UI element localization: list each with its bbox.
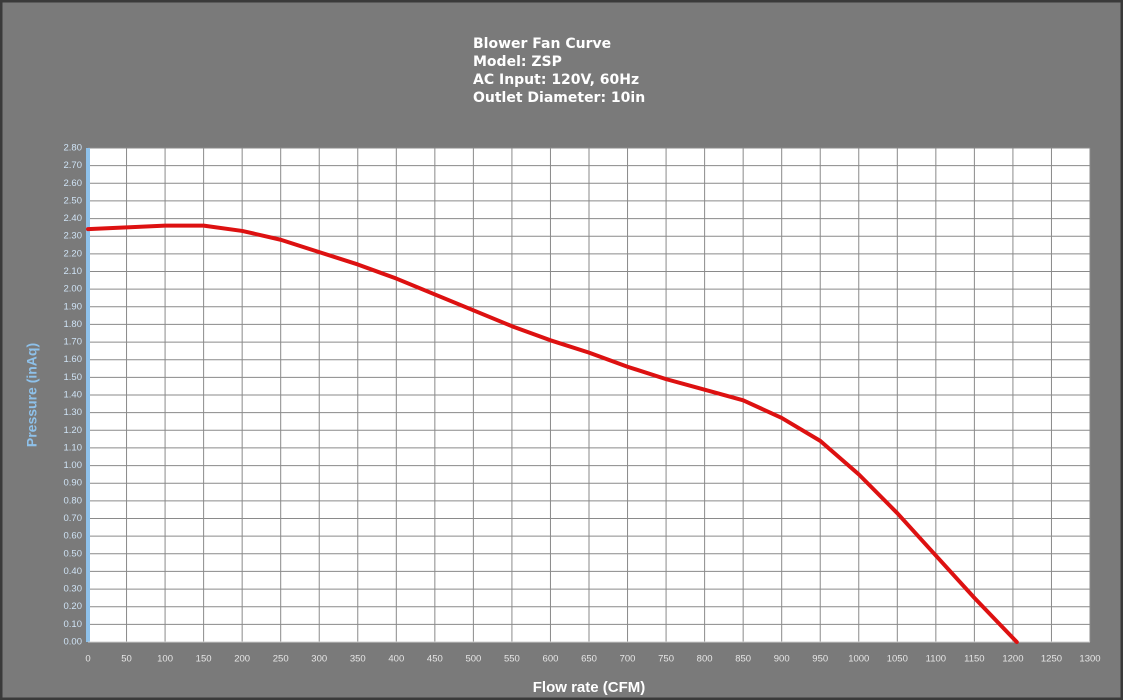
x-tick-label: 150 xyxy=(196,654,212,665)
y-tick-label: 0.80 xyxy=(64,495,83,506)
x-tick-label: 550 xyxy=(504,654,520,665)
y-tick-label: 1.70 xyxy=(64,337,83,348)
x-tick-label: 300 xyxy=(311,654,327,665)
x-tick-label: 1300 xyxy=(1079,654,1100,665)
y-tick-label: 1.30 xyxy=(64,407,83,418)
y-tick-label: 2.30 xyxy=(64,231,83,242)
x-tick-label: 100 xyxy=(157,654,173,665)
y-tick-label: 0.60 xyxy=(64,531,83,542)
x-tick-label: 250 xyxy=(273,654,289,665)
x-tick-label: 600 xyxy=(543,654,559,665)
y-tick-label: 0.20 xyxy=(64,601,83,612)
y-tick-label: 0.00 xyxy=(64,637,83,648)
data-line xyxy=(86,223,1019,644)
x-tick-label: 800 xyxy=(697,654,713,665)
x-tick-label: 1000 xyxy=(848,654,869,665)
y-tick-label: 1.80 xyxy=(64,319,83,330)
x-tick-label: 50 xyxy=(121,654,132,665)
x-tick-label: 450 xyxy=(427,654,443,665)
x-tick-label: 700 xyxy=(620,654,636,665)
chart-title: Blower Fan Curve xyxy=(473,36,611,52)
x-tick-label: 1200 xyxy=(1002,654,1023,665)
y-tick-label: 0.30 xyxy=(64,584,83,595)
y-tick-label: 1.50 xyxy=(64,372,83,383)
x-tick-label: 850 xyxy=(735,654,751,665)
x-tick-label: 1100 xyxy=(926,654,946,665)
y-tick-label: 0.90 xyxy=(64,478,83,489)
y-tick-label: 2.00 xyxy=(64,284,83,295)
y-axis-label: Pressure (inAq) xyxy=(24,343,40,447)
chart-title: Outlet Diameter: 10in xyxy=(473,90,645,106)
x-tick-label: 950 xyxy=(812,654,828,665)
chart-title: AC Input: 120V, 60Hz xyxy=(473,72,639,88)
x-tick-label: 400 xyxy=(388,654,404,665)
y-tick-label: 1.60 xyxy=(64,354,83,365)
y-tick-label: 2.40 xyxy=(64,213,83,224)
y-tick-label: 1.90 xyxy=(64,301,83,312)
chart-title: Model: ZSP xyxy=(473,54,562,70)
x-tick-label: 1250 xyxy=(1041,654,1062,665)
y-tick-label: 2.70 xyxy=(64,160,83,171)
x-tick-label: 500 xyxy=(465,654,481,665)
y-tick-label: 0.40 xyxy=(64,566,83,577)
y-tick-label: 1.20 xyxy=(64,425,83,436)
y-tick-label: 1.10 xyxy=(64,442,83,453)
y-tick-label: 1.00 xyxy=(64,460,83,471)
y-tick-label: 2.50 xyxy=(64,195,83,206)
y-tick-label: 2.60 xyxy=(64,178,83,189)
x-tick-label: 350 xyxy=(350,654,366,665)
y-tick-label: 0.70 xyxy=(64,513,83,524)
x-tick-label: 1050 xyxy=(887,654,908,665)
y-tick-label: 0.50 xyxy=(64,548,83,559)
y-tick-label: 2.20 xyxy=(64,248,83,259)
y-tick-label: 1.40 xyxy=(64,390,83,401)
x-tick-label: 900 xyxy=(774,654,790,665)
y-tick-label: 0.10 xyxy=(64,619,83,630)
x-tick-label: 200 xyxy=(234,654,250,665)
x-tick-label: 750 xyxy=(658,654,674,665)
x-tick-label: 1150 xyxy=(964,654,984,665)
x-tick-label: 0 xyxy=(85,654,90,665)
x-tick-label: 650 xyxy=(581,654,597,665)
x-axis-label: Flow rate (CFM) xyxy=(533,679,646,696)
y-tick-label: 2.10 xyxy=(64,266,83,277)
y-tick-label: 2.80 xyxy=(64,143,83,154)
